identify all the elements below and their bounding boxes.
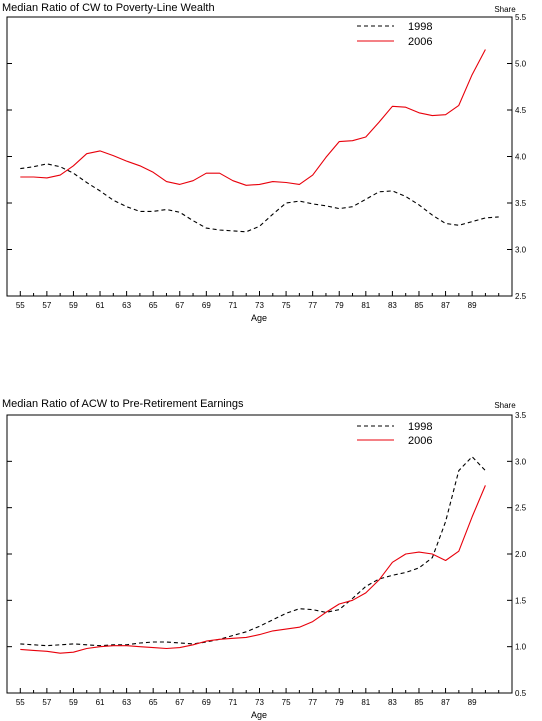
x-tick-label: 73	[255, 698, 264, 707]
x-tick-label: 89	[468, 301, 477, 310]
legend: 1998 2006	[357, 421, 432, 447]
x-tick-label: 55	[16, 301, 25, 310]
legend: 1998 2006	[357, 21, 432, 48]
y-tick-label: 1.0	[515, 643, 527, 652]
x-tick-label: 61	[96, 301, 105, 310]
x-tick-label: 57	[42, 698, 51, 707]
y-tick-label: 0.5	[515, 689, 527, 698]
x-tick-label: 67	[175, 698, 184, 707]
chart-acw-pre-retirement: Median Ratio of ACW to Pre-Retirement Ea…	[2, 398, 527, 720]
x-tick-label: 69	[202, 301, 211, 310]
x-tick-label: 79	[335, 301, 344, 310]
x-tick-label: 59	[69, 698, 78, 707]
y-tick-label: 3.0	[515, 246, 527, 255]
y-tick-label: 2.5	[515, 292, 527, 301]
series-line-1998	[20, 456, 486, 647]
x-tick-label: 77	[308, 301, 317, 310]
chart-title: Median Ratio of CW to Poverty-Line Wealt…	[2, 2, 215, 14]
chart-cw-poverty-line: Median Ratio of CW to Poverty-Line Wealt…	[2, 2, 527, 323]
x-tick-label: 83	[388, 698, 397, 707]
series-line-2006	[20, 49, 486, 186]
x-axis-title: Age	[251, 313, 267, 323]
y-tick-label: 1.5	[515, 596, 527, 605]
legend-label-2006: 2006	[408, 36, 432, 48]
legend-label-2006: 2006	[408, 435, 432, 447]
x-tick-label: 77	[308, 698, 317, 707]
chart-title: Median Ratio of ACW to Pre-Retirement Ea…	[2, 398, 244, 410]
x-tick-label: 63	[122, 301, 131, 310]
legend-label-1998: 1998	[408, 421, 432, 433]
x-tick-label: 71	[228, 698, 237, 707]
x-tick-label: 85	[415, 301, 424, 310]
y-tick-label: 5.0	[515, 60, 527, 69]
right-axis-label: Share	[494, 5, 516, 14]
series-line-2006	[20, 485, 486, 654]
y-tick-label: 3.5	[515, 411, 527, 420]
right-axis-label: Share	[494, 401, 516, 410]
plot-frame	[6, 414, 513, 694]
x-tick-label: 79	[335, 698, 344, 707]
plot-frame	[6, 16, 513, 297]
y-tick-label: 3.5	[515, 199, 527, 208]
x-tick-label: 61	[96, 698, 105, 707]
y-tick-label: 4.5	[515, 106, 527, 115]
x-axis-title: Age	[251, 710, 267, 720]
x-tick-label: 89	[468, 698, 477, 707]
x-tick-label: 57	[42, 301, 51, 310]
y-tick-label: 5.5	[515, 13, 527, 22]
y-tick-label: 3.0	[515, 457, 527, 466]
x-tick-label: 65	[149, 698, 158, 707]
x-tick-label: 71	[228, 301, 237, 310]
x-tick-label: 67	[175, 301, 184, 310]
x-tick-label: 69	[202, 698, 211, 707]
series-line-1998	[20, 163, 499, 233]
x-tick-label: 63	[122, 698, 131, 707]
x-tick-label: 87	[441, 698, 450, 707]
x-tick-label: 83	[388, 301, 397, 310]
x-tick-label: 85	[415, 698, 424, 707]
x-tick-label: 81	[361, 301, 370, 310]
x-tick-label: 55	[16, 698, 25, 707]
x-tick-label: 73	[255, 301, 264, 310]
x-tick-label: 87	[441, 301, 450, 310]
legend-label-1998: 1998	[408, 21, 432, 33]
y-tick-label: 2.5	[515, 504, 527, 513]
y-tick-label: 4.0	[515, 153, 527, 162]
y-tick-label: 2.0	[515, 550, 527, 559]
x-tick-label: 75	[282, 301, 291, 310]
x-tick-label: 59	[69, 301, 78, 310]
x-tick-label: 75	[282, 698, 291, 707]
x-tick-label: 65	[149, 301, 158, 310]
x-tick-label: 81	[361, 698, 370, 707]
